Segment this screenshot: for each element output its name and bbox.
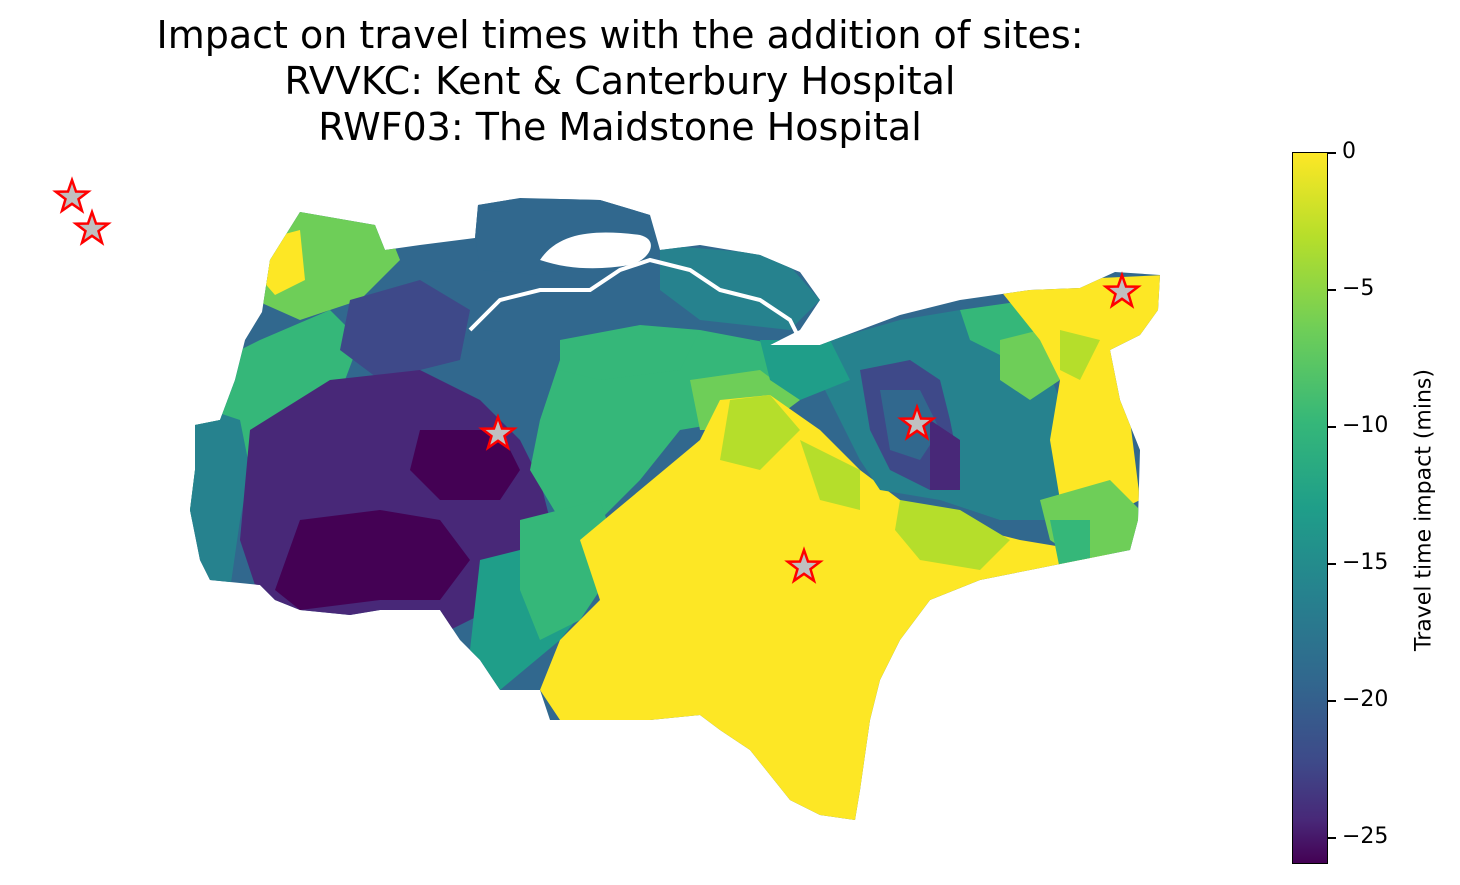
colorbar-tick-label: −25 <box>1342 824 1389 849</box>
colorbar-tick-label: −20 <box>1342 687 1389 712</box>
star-icon <box>897 403 937 441</box>
title-line-3: RWF03: The Maidstone Hospital <box>318 105 922 149</box>
region-west-teal <box>190 400 250 590</box>
colorbar-tick <box>1328 837 1336 839</box>
colorbar-tick <box>1328 289 1336 291</box>
region-thanet-yellow <box>1000 275 1160 520</box>
region-dover-teal <box>1050 520 1090 570</box>
colorbar-tick <box>1328 426 1336 428</box>
region-weald-dark-purple <box>275 510 470 610</box>
colorbar-tick-label: −15 <box>1342 550 1389 575</box>
title-line-2: RVVKC: Kent & Canterbury Hospital <box>284 59 956 103</box>
region-faversham-teal <box>760 340 850 400</box>
colorbar <box>1292 152 1328 864</box>
colorbar-tick <box>1328 700 1336 702</box>
region-medway-indigo <box>340 280 470 380</box>
colorbar-tick-label: 0 <box>1342 139 1356 164</box>
medway-estuary <box>540 232 651 269</box>
star-icon <box>478 413 518 451</box>
star-icon <box>72 208 112 246</box>
region-sittingbourne-green <box>560 325 700 380</box>
region-thanet-lime <box>1060 330 1100 380</box>
star-icon <box>52 176 92 214</box>
thames-estuary <box>468 257 802 341</box>
star-icon <box>1102 271 1142 309</box>
colorbar-tick-label: −10 <box>1342 413 1389 438</box>
region-ashford-lime <box>720 395 800 470</box>
chart-title: Impact on travel times with the addition… <box>0 12 1240 150</box>
colorbar-tick-label: −5 <box>1342 276 1375 301</box>
colorbar-label: Travel time impact (mins) <box>1411 369 1437 651</box>
colorbar-tick <box>1328 152 1336 154</box>
region-ashford-yellow <box>540 395 1140 820</box>
star-icon <box>784 546 824 584</box>
title-line-1: Impact on travel times with the addition… <box>156 13 1084 57</box>
region-wye-lime <box>800 440 860 510</box>
region-folkestone-lime <box>895 500 1010 570</box>
region-canterbury-purple <box>930 420 960 490</box>
region-sheppey <box>660 245 820 330</box>
colorbar-tick <box>1328 563 1336 565</box>
region-maidstone-core <box>410 430 520 500</box>
